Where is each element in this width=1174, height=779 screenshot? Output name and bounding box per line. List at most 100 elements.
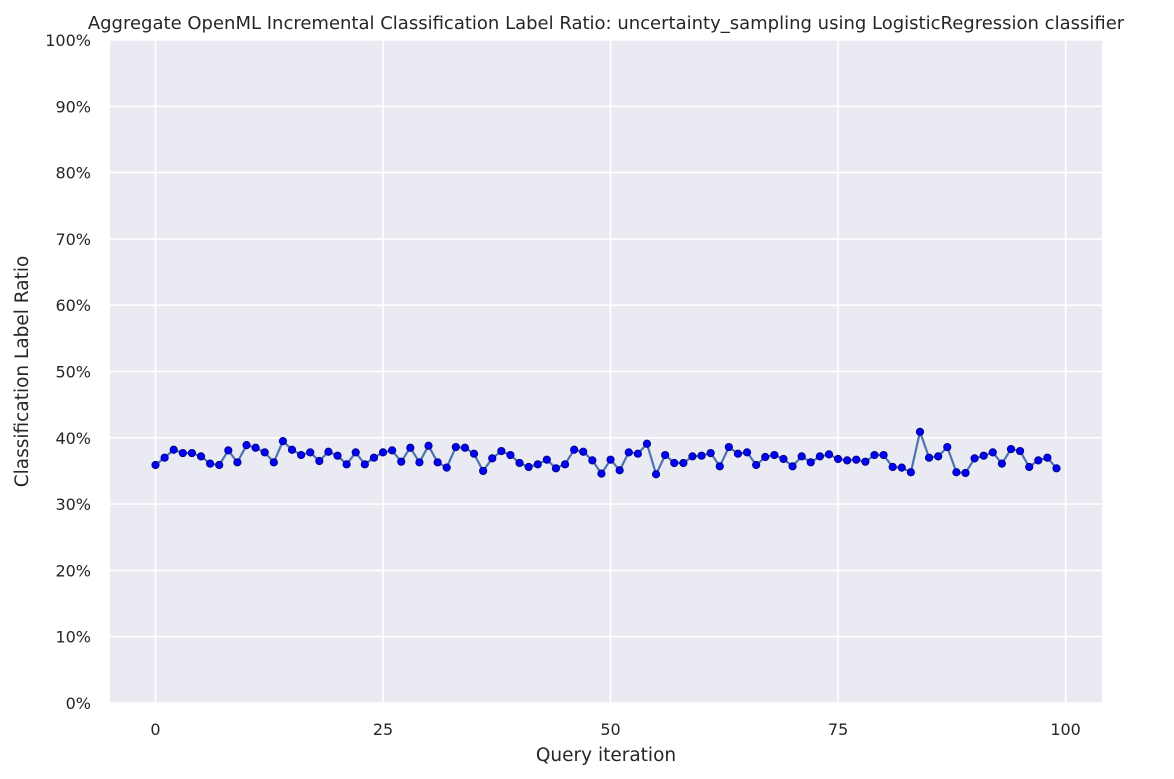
data-point	[642, 439, 652, 448]
data-point	[624, 448, 633, 457]
data-point	[433, 458, 442, 467]
data-point	[997, 459, 1006, 468]
data-point	[852, 455, 861, 464]
data-point	[988, 448, 997, 457]
y-tick-label: 90%	[55, 97, 91, 116]
x-tick-label: 75	[828, 720, 848, 739]
data-point	[1043, 453, 1052, 462]
data-point	[733, 449, 743, 458]
data-point	[469, 449, 479, 458]
data-point	[269, 458, 278, 467]
data-point	[1052, 464, 1061, 473]
y-tick-label: 70%	[55, 230, 91, 249]
data-point	[870, 450, 879, 460]
y-tick-label: 20%	[55, 561, 91, 580]
data-point	[397, 457, 406, 466]
data-point	[770, 450, 779, 460]
x-axis-label: Query iteration	[536, 745, 676, 766]
x-tick-label: 50	[600, 720, 620, 739]
data-point	[779, 454, 788, 464]
data-point	[579, 447, 588, 456]
data-point	[715, 462, 724, 471]
data-point	[897, 463, 906, 472]
data-point	[560, 460, 570, 469]
data-point	[742, 448, 752, 457]
data-point	[196, 452, 206, 461]
data-point	[388, 446, 397, 455]
data-point	[788, 462, 797, 471]
data-point	[251, 443, 260, 452]
data-point	[497, 446, 506, 456]
data-point	[934, 452, 943, 461]
data-point	[761, 452, 770, 462]
data-point	[233, 458, 242, 467]
data-point	[315, 456, 324, 466]
data-point	[224, 446, 233, 455]
data-point	[479, 466, 488, 476]
data-point	[187, 448, 197, 458]
series-layer	[151, 427, 1061, 479]
data-point	[815, 452, 824, 461]
data-point	[406, 443, 415, 452]
data-point	[970, 454, 979, 463]
data-point	[688, 452, 697, 461]
data-point	[415, 458, 424, 467]
data-point	[460, 443, 470, 452]
y-tick-label: 50%	[55, 363, 91, 382]
data-point	[178, 448, 187, 458]
data-point	[752, 460, 761, 470]
data-point	[360, 460, 369, 469]
data-point	[633, 449, 642, 458]
data-point	[542, 455, 551, 464]
data-point	[888, 462, 897, 472]
data-point	[533, 460, 542, 469]
y-tick-label: 60%	[55, 296, 91, 315]
data-point	[915, 427, 925, 436]
data-point	[597, 469, 606, 478]
data-point	[924, 453, 934, 462]
data-point	[697, 451, 706, 460]
data-point	[378, 448, 388, 457]
grid	[110, 39, 1102, 704]
x-tick-label: 100	[1050, 720, 1081, 739]
data-point	[806, 458, 815, 467]
data-point	[797, 452, 806, 461]
x-tick-label: 0	[150, 720, 160, 739]
y-tick-label: 0%	[66, 694, 91, 713]
x-tick-label: 25	[373, 720, 393, 739]
data-point	[260, 448, 269, 457]
data-point	[506, 450, 515, 460]
data-point	[724, 442, 733, 452]
data-point	[706, 448, 715, 458]
data-point	[906, 468, 915, 477]
data-point	[606, 455, 615, 464]
data-point	[651, 470, 661, 479]
data-point	[570, 445, 579, 454]
data-point	[242, 440, 251, 450]
data-point	[333, 451, 342, 460]
data-point	[1025, 462, 1034, 472]
y-tick-label: 80%	[55, 164, 91, 183]
data-point	[943, 442, 952, 452]
series-line	[154, 430, 1058, 476]
data-point	[515, 458, 524, 468]
data-point	[661, 450, 670, 460]
data-point	[287, 445, 297, 454]
data-point	[952, 468, 961, 477]
data-point	[670, 458, 679, 468]
data-point	[451, 442, 460, 452]
data-point	[1006, 444, 1016, 454]
y-tick-label: 10%	[55, 628, 91, 647]
data-point	[1015, 446, 1025, 456]
data-point	[160, 453, 169, 462]
y-axis-label: Classification Label Ratio	[12, 256, 33, 488]
data-point	[342, 460, 351, 469]
data-point	[306, 448, 315, 457]
data-point	[879, 450, 888, 460]
data-point	[488, 454, 497, 463]
data-point	[861, 457, 870, 466]
data-point	[588, 456, 597, 465]
y-tick-label: 40%	[55, 429, 91, 448]
data-point	[215, 460, 224, 470]
tick-labels: 0% 10% 20% 30% 40% 50% 60% 70% 80% 90% 100% 0 25 50 75…	[45, 31, 1081, 739]
